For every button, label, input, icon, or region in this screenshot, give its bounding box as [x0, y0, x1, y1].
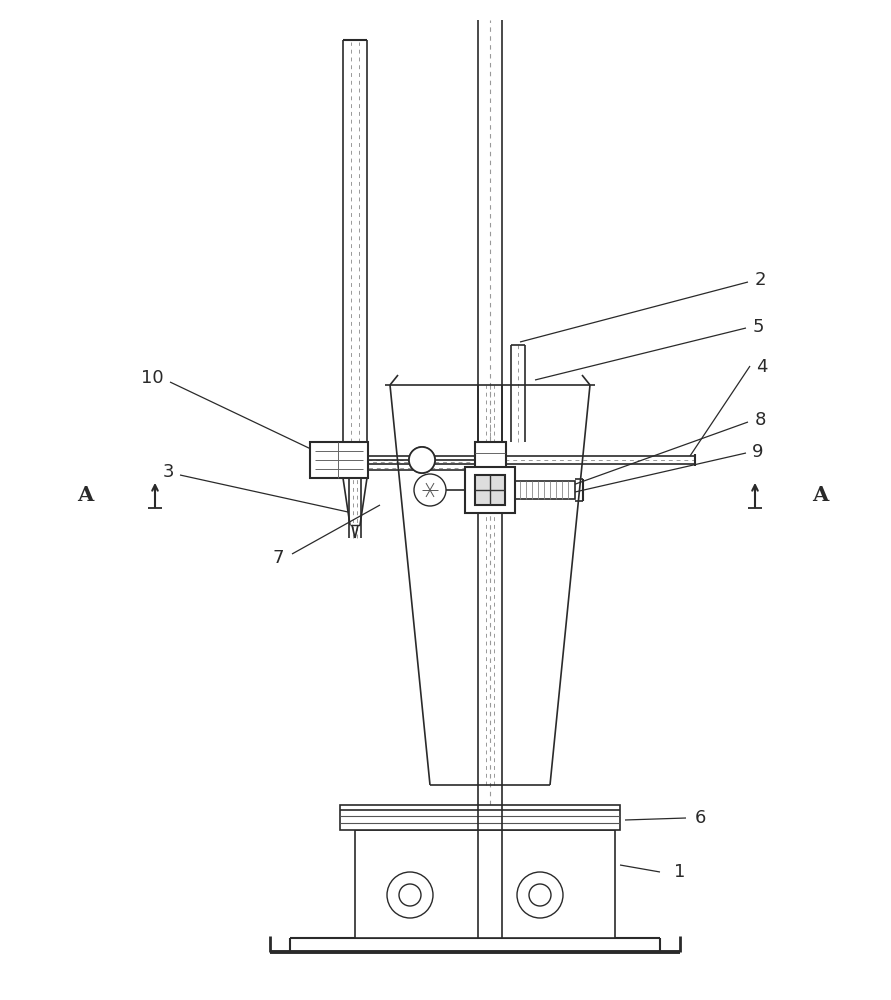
Circle shape: [409, 447, 435, 473]
Text: 10: 10: [141, 369, 163, 387]
Bar: [340, 805, 620, 830]
Text: 8: 8: [755, 411, 765, 429]
Text: 4: 4: [756, 358, 768, 376]
Text: 7: 7: [273, 549, 283, 567]
Bar: [475, 442, 506, 478]
Text: 9: 9: [752, 443, 764, 461]
Circle shape: [409, 447, 435, 473]
Bar: [465, 467, 515, 513]
Text: 6: 6: [694, 809, 706, 827]
Text: A: A: [77, 485, 94, 505]
Circle shape: [387, 872, 433, 918]
Circle shape: [414, 474, 446, 506]
Circle shape: [529, 884, 551, 906]
Text: 5: 5: [752, 318, 764, 336]
Circle shape: [517, 872, 563, 918]
Bar: [413, 453, 431, 467]
Bar: [310, 442, 368, 478]
Circle shape: [399, 884, 421, 906]
Text: 1: 1: [674, 863, 686, 881]
Bar: [515, 481, 575, 499]
Text: 3: 3: [162, 463, 174, 481]
Bar: [475, 475, 505, 505]
Bar: [355, 830, 615, 938]
Text: 2: 2: [755, 271, 765, 289]
Text: A: A: [812, 485, 828, 505]
